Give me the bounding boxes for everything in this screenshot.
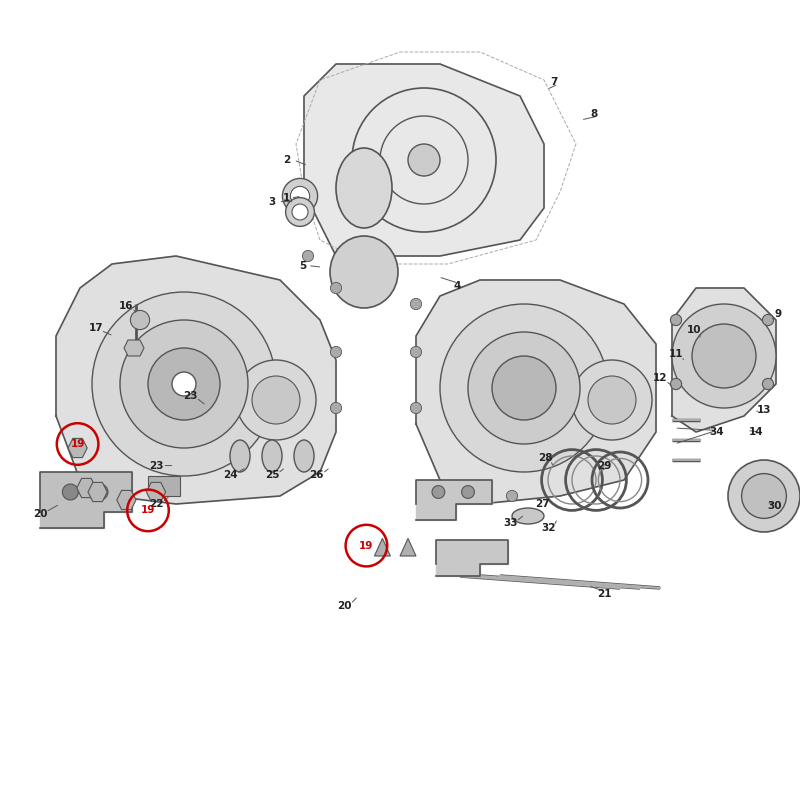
Text: 17: 17 xyxy=(89,323,103,333)
Ellipse shape xyxy=(262,440,282,472)
Circle shape xyxy=(410,298,422,310)
Polygon shape xyxy=(304,64,544,256)
Polygon shape xyxy=(374,538,390,556)
Circle shape xyxy=(410,346,422,358)
Polygon shape xyxy=(117,490,136,510)
Text: 23: 23 xyxy=(183,391,198,401)
Circle shape xyxy=(282,178,318,214)
Polygon shape xyxy=(88,482,107,502)
Circle shape xyxy=(506,490,518,502)
Circle shape xyxy=(432,486,445,498)
Text: 28: 28 xyxy=(538,453,553,462)
Circle shape xyxy=(468,332,580,444)
Bar xyxy=(148,476,180,496)
Text: 22: 22 xyxy=(150,499,164,509)
Polygon shape xyxy=(68,438,87,458)
Circle shape xyxy=(762,378,774,390)
Text: 12: 12 xyxy=(653,374,667,383)
Circle shape xyxy=(252,376,300,424)
Text: 34: 34 xyxy=(710,427,724,437)
Text: 20: 20 xyxy=(33,509,47,518)
Circle shape xyxy=(120,320,248,448)
Circle shape xyxy=(330,282,342,294)
Text: 16: 16 xyxy=(119,301,134,310)
Text: 24: 24 xyxy=(223,470,238,480)
Circle shape xyxy=(130,310,150,330)
Circle shape xyxy=(670,314,682,326)
Circle shape xyxy=(292,204,308,220)
Circle shape xyxy=(410,402,422,414)
Text: 25: 25 xyxy=(265,470,279,480)
Polygon shape xyxy=(400,538,416,556)
Circle shape xyxy=(236,360,316,440)
Text: 9: 9 xyxy=(774,310,781,319)
Circle shape xyxy=(572,360,652,440)
Text: 11: 11 xyxy=(669,349,683,358)
Circle shape xyxy=(742,474,786,518)
Text: 19: 19 xyxy=(141,506,155,515)
Text: 2: 2 xyxy=(282,155,290,165)
Text: 10: 10 xyxy=(687,325,702,334)
Text: 19: 19 xyxy=(70,439,85,449)
Polygon shape xyxy=(416,480,492,520)
Text: 13: 13 xyxy=(757,405,771,414)
Text: 3: 3 xyxy=(268,197,276,206)
Circle shape xyxy=(172,372,196,396)
Text: 26: 26 xyxy=(310,470,324,480)
Text: 32: 32 xyxy=(542,523,556,533)
Ellipse shape xyxy=(330,236,398,308)
Polygon shape xyxy=(56,256,336,504)
Ellipse shape xyxy=(512,508,544,524)
Text: 23: 23 xyxy=(150,461,164,470)
Circle shape xyxy=(330,346,342,358)
Circle shape xyxy=(286,198,314,226)
Circle shape xyxy=(408,144,440,176)
Circle shape xyxy=(92,292,276,476)
Ellipse shape xyxy=(294,440,314,472)
Text: 7: 7 xyxy=(550,78,558,87)
Circle shape xyxy=(588,376,636,424)
Polygon shape xyxy=(436,540,508,576)
Text: 1: 1 xyxy=(282,194,290,203)
Polygon shape xyxy=(77,478,96,498)
Text: 8: 8 xyxy=(590,110,598,119)
Circle shape xyxy=(92,484,108,500)
Text: 21: 21 xyxy=(597,589,611,598)
Text: 14: 14 xyxy=(749,427,763,437)
Polygon shape xyxy=(40,472,132,528)
Circle shape xyxy=(440,304,608,472)
Circle shape xyxy=(492,356,556,420)
Text: 19: 19 xyxy=(359,541,374,550)
Circle shape xyxy=(728,460,800,532)
Circle shape xyxy=(330,402,342,414)
Circle shape xyxy=(290,186,310,206)
Text: 4: 4 xyxy=(454,281,462,290)
Circle shape xyxy=(302,250,314,262)
Polygon shape xyxy=(416,280,656,504)
Polygon shape xyxy=(146,482,166,502)
Text: 29: 29 xyxy=(598,461,612,470)
Text: 20: 20 xyxy=(337,602,351,611)
Text: 30: 30 xyxy=(767,501,782,510)
Circle shape xyxy=(672,304,776,408)
Ellipse shape xyxy=(230,440,250,472)
Circle shape xyxy=(462,486,474,498)
Text: 5: 5 xyxy=(298,261,306,270)
Circle shape xyxy=(148,348,220,420)
Polygon shape xyxy=(672,288,776,432)
Circle shape xyxy=(762,314,774,326)
Circle shape xyxy=(692,324,756,388)
Circle shape xyxy=(62,484,78,500)
Text: 27: 27 xyxy=(535,499,550,509)
Text: 33: 33 xyxy=(503,518,518,528)
Circle shape xyxy=(670,378,682,390)
Polygon shape xyxy=(124,340,144,356)
Ellipse shape xyxy=(336,148,392,228)
